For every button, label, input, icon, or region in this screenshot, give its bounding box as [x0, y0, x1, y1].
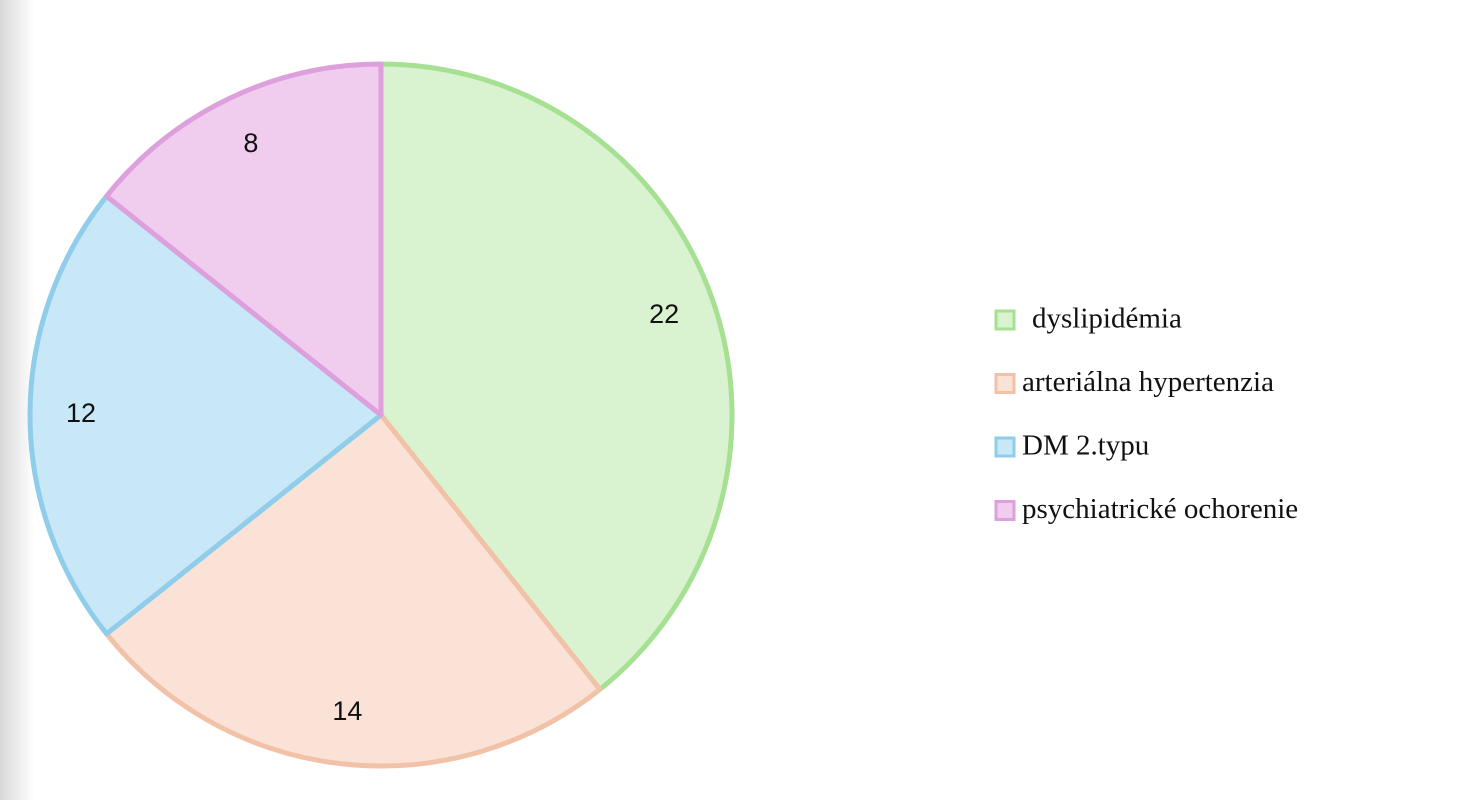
- legend-label: dyslipidémia: [1032, 303, 1182, 335]
- pie: 22 14 12 8: [27, 61, 735, 769]
- legend-label: DM 2.typu: [1022, 430, 1149, 462]
- pie-slice: [104, 61, 384, 418]
- legend-label: arteriálna hypertenzia: [1022, 366, 1274, 398]
- pie-slice: [378, 61, 735, 692]
- legend-swatch: [994, 436, 1016, 458]
- legend-swatch: [994, 500, 1016, 521]
- legend: dyslipidémia arteriálna hypertenzia DM 2.t…: [994, 303, 1298, 525]
- pie-slice: [104, 412, 603, 769]
- data-label: 14: [332, 696, 362, 726]
- legend-label: psychiatrické ochorenie: [1022, 493, 1298, 525]
- legend-swatch: [994, 309, 1016, 331]
- pie-slice: [27, 193, 384, 637]
- data-label: 22: [649, 299, 679, 329]
- data-label: 8: [243, 128, 258, 158]
- legend-swatch: [994, 373, 1016, 394]
- data-label: 12: [66, 398, 96, 428]
